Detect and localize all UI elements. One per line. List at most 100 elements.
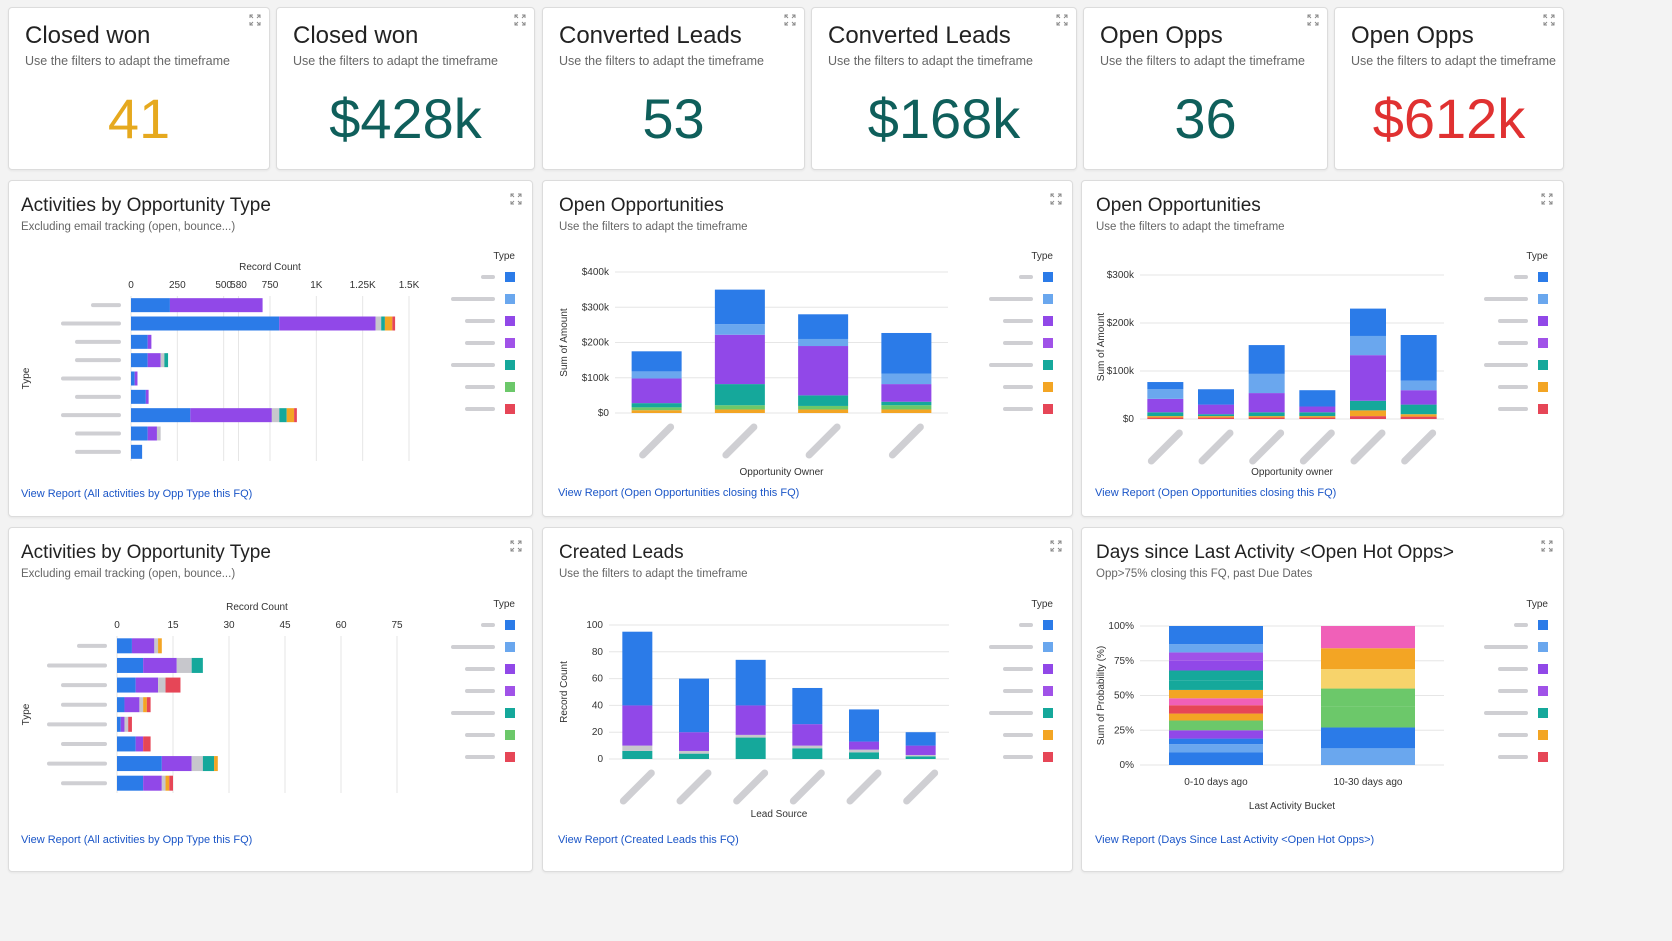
chart-card-created-leads: Created Leads Use the filters to adapt t… (542, 527, 1073, 872)
created-leads-bar-chart: 0 20 40 60 80 100 Record Count Lead Source Type (559, 599, 1053, 820)
chart-subtitle: Use the filters to adapt the timeframe (1096, 221, 1285, 233)
bar-segment (1169, 730, 1263, 739)
y-tick-label: 0% (1120, 760, 1135, 771)
kpi-card-closed-won-amount[interactable]: Closed won Use the filters to adapt the … (276, 7, 535, 170)
x-tick-label: 0 (114, 620, 120, 631)
expand-icon[interactable] (1056, 14, 1068, 26)
kpi-card-closed-won-count[interactable]: Closed won Use the filters to adapt the … (8, 7, 270, 170)
legend-swatch (505, 338, 515, 348)
chart-card-days-since-last-activity: Days since Last Activity <Open Hot Opps>… (1081, 527, 1564, 872)
bar-segment (1169, 660, 1263, 671)
kpi-subtitle: Use the filters to adapt the timeframe (293, 54, 498, 68)
kpi-title: Open Opps (1100, 22, 1223, 49)
kpi-card-converted-leads-amount[interactable]: Converted Leads Use the filters to adapt… (811, 7, 1077, 170)
bar-segment (191, 756, 203, 772)
expand-icon[interactable] (784, 14, 796, 26)
view-report-link[interactable]: View Report (All activities by Opp Type … (21, 488, 253, 500)
view-report-link[interactable]: View Report (All activities by Opp Type … (21, 834, 253, 846)
bar-segment (1147, 417, 1184, 419)
bar-segment (1169, 644, 1263, 653)
bar-segment (1321, 648, 1415, 670)
bar-segment (1299, 417, 1336, 419)
legend-label-placeholder (465, 341, 495, 345)
category-label-placeholder (91, 303, 121, 308)
y-axis-title: Sum of Amount (559, 308, 570, 377)
kpi-card-open-opps-amount[interactable]: Open Opps Use the filters to adapt the t… (1334, 7, 1564, 170)
y-axis-title: Sum of Amount (1096, 313, 1107, 382)
bar-segment (279, 408, 287, 423)
bar-segment (1248, 373, 1285, 394)
bar-segment (191, 657, 203, 673)
bar-segment (392, 316, 396, 331)
bar-segment (1198, 414, 1234, 417)
chart-title: Created Leads (559, 542, 684, 563)
category-label-placeholder (61, 376, 121, 381)
legend-swatch (1043, 708, 1053, 718)
bar-segment (622, 705, 653, 746)
legend-swatch (1043, 272, 1053, 282)
legend-label-placeholder (1003, 689, 1033, 693)
bar-segment (1198, 404, 1234, 415)
expand-icon[interactable] (514, 14, 526, 26)
bar-segment (1147, 398, 1184, 413)
view-report-link[interactable]: View Report (Open Opportunities closing … (558, 487, 800, 499)
kpi-value: $168k (867, 87, 1021, 150)
bar-segment (1321, 727, 1415, 749)
category-label-placeholder (75, 339, 121, 344)
bar-segment (905, 756, 936, 759)
view-report-link[interactable]: View Report (Days Since Last Activity <O… (1095, 834, 1375, 846)
bar-segment (798, 346, 849, 396)
legend-swatch (1043, 686, 1053, 696)
bar-segment (375, 316, 382, 331)
bar-segment (714, 334, 765, 385)
expand-icon[interactable] (510, 540, 522, 552)
category-label-placeholder (61, 321, 121, 326)
expand-icon[interactable] (1307, 14, 1319, 26)
x-tick-label: 580 (230, 280, 247, 291)
bar-segment (1400, 414, 1437, 417)
expand-icon[interactable] (1050, 193, 1062, 205)
view-report-link[interactable]: View Report (Created Leads this FQ) (558, 834, 739, 846)
bar-segment (881, 332, 932, 374)
expand-icon[interactable] (1050, 540, 1062, 552)
bar-segment (714, 289, 765, 325)
bar-segment (1350, 335, 1386, 356)
bar-segment (279, 316, 376, 331)
bar-segment (161, 756, 192, 772)
y-tick-label: 50% (1114, 691, 1134, 702)
expand-icon[interactable] (510, 193, 522, 205)
kpi-card-open-opps-count[interactable]: Open Opps Use the filters to adapt the t… (1083, 7, 1328, 170)
legend-swatch (505, 730, 515, 740)
kpi-subtitle: Use the filters to adapt the timeframe (1351, 54, 1556, 68)
legend-swatch (505, 642, 515, 652)
expand-icon[interactable] (1541, 540, 1553, 552)
y-tick-label: 40 (592, 700, 604, 711)
bar-segment (881, 373, 932, 385)
legend-label-placeholder (451, 711, 495, 715)
legend-label-placeholder (465, 385, 495, 389)
bar-segment (135, 736, 144, 752)
expand-icon[interactable] (1541, 193, 1553, 205)
legend-label-placeholder (465, 667, 495, 671)
x-tick-label: 0-10 days ago (1184, 777, 1248, 788)
bar-segment (117, 736, 136, 752)
legend-swatch (505, 316, 515, 326)
chart-title: Open Opportunities (1096, 195, 1261, 216)
expand-icon[interactable] (249, 14, 261, 26)
view-report-link[interactable]: View Report (Open Opportunities closing … (1095, 487, 1337, 499)
chart-subtitle: Excluding email tracking (open, bounce..… (21, 221, 236, 233)
chart-title: Activities by Opportunity Type (21, 195, 271, 216)
category-label-placeholder (1249, 429, 1285, 465)
x-axis-title: Record Count (226, 602, 288, 613)
y-tick-label: $200k (582, 338, 610, 349)
bar-segment (117, 677, 136, 693)
x-axis-title: Opportunity owner (1251, 467, 1333, 478)
bar-segment (117, 716, 121, 732)
kpi-title: Closed won (25, 22, 151, 49)
kpi-card-converted-leads-count[interactable]: Converted Leads Use the filters to adapt… (542, 7, 805, 170)
expand-icon[interactable] (1543, 14, 1555, 26)
bar-segment (1198, 416, 1234, 418)
legend-title: Type (1031, 251, 1053, 262)
legend-swatch (1043, 730, 1053, 740)
